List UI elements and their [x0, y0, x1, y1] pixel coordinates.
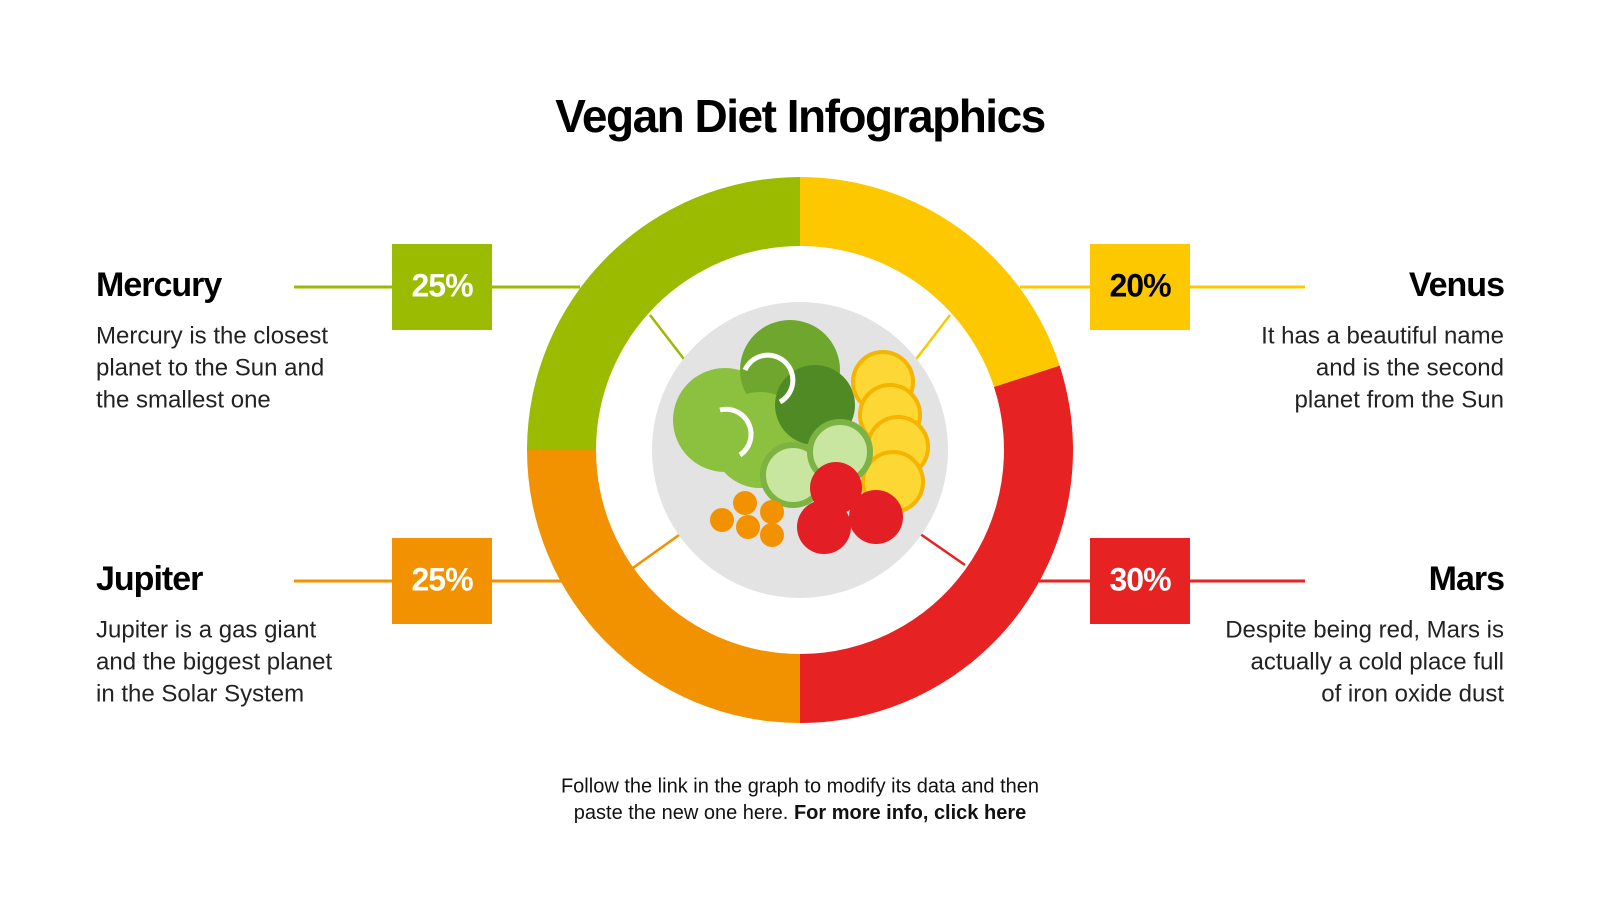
category-description: Jupiter is a gas giant	[96, 616, 316, 643]
value-box	[392, 244, 492, 330]
onion	[742, 352, 796, 405]
value-label: 20%	[1109, 267, 1171, 303]
carrots	[710, 491, 784, 547]
category-description: actually a cold place full	[1251, 648, 1504, 675]
category-description: in the Solar System	[96, 680, 304, 707]
onion	[719, 406, 754, 458]
category-description: Despite being red, Mars is	[1225, 616, 1504, 643]
category-description: planet to the Sun and	[96, 354, 324, 381]
tomatoes	[797, 462, 903, 554]
value-box	[1090, 244, 1190, 330]
donut-segment	[800, 365, 1073, 723]
donut-segment	[527, 177, 800, 450]
category-description: of iron oxide dust	[1321, 680, 1504, 707]
category-name: Mercury	[96, 266, 222, 304]
value-box	[1090, 538, 1190, 624]
chart-title: Vegan Diet Infographics	[555, 90, 1045, 142]
category-name: Jupiter	[96, 560, 203, 598]
donut-segment	[527, 450, 800, 723]
category-description: It has a beautiful name	[1261, 322, 1504, 349]
footer-line: paste the new one here. For more info, c…	[574, 802, 1026, 824]
category-name: Venus	[1409, 266, 1504, 304]
legend-panels: 20% Venus It has a beautiful name and is th…	[96, 244, 1505, 707]
category-description: planet from the Sun	[1295, 386, 1504, 413]
value-box	[392, 538, 492, 624]
footer-text: paste the new one here.	[574, 802, 789, 824]
value-label: 30%	[1109, 561, 1171, 597]
category-name: Mars	[1429, 560, 1504, 598]
value-label: 25%	[411, 561, 473, 597]
donut-segment	[800, 177, 1060, 387]
value-label: 25%	[411, 267, 473, 303]
category-description: Mercury is the closest	[96, 322, 328, 349]
category-description: the smallest one	[96, 386, 271, 413]
donut	[527, 177, 1073, 723]
footer-line: Follow the link in the graph to modify i…	[561, 775, 1039, 797]
salad-illustration	[652, 302, 948, 598]
footer-link[interactable]: For more info, click here	[794, 802, 1026, 824]
category-description: and is the second	[1316, 354, 1504, 381]
category-description: and the biggest planet	[96, 648, 333, 675]
